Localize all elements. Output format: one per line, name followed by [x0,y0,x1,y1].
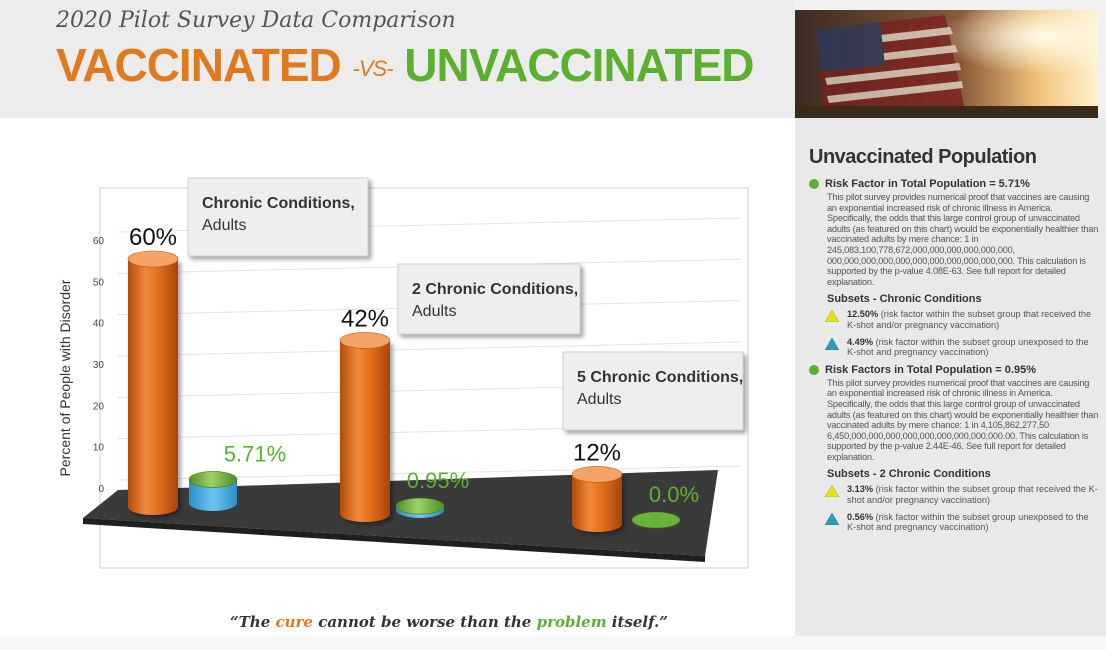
quote: “The cure cannot be worse than the probl… [230,613,668,631]
subset-2b-value: 0.56% [847,511,874,522]
risk-factor-2-text: This pilot survey provides numerical pro… [827,377,1099,462]
callout-title: Chronic Conditions, [202,195,355,212]
unvaccinated-subset-bar [189,479,237,511]
vaccinated-bar [128,259,178,515]
data-labels: 60% 42% 12% 5.71% 0.95% 0.0% [129,224,699,507]
quote-part-3: itself.” [606,613,668,631]
blue-triangle-icon [825,512,839,525]
vaccinated-bar-top [571,466,623,483]
chart-area: 0 10 20 30 40 50 60 Percent of People with Dis… [0,118,795,636]
vaccinated-bar [340,340,390,522]
y-axis-label: Percent of People with Disorder [57,279,73,476]
risk-factor-2-heading: Risk Factors in Total Population = 0.95% [809,364,1099,376]
subset-1a: 12.50% (risk factor within the subset gr… [825,309,1099,330]
callout-subtitle: Adults [577,391,621,408]
sidebar-body: Risk Factor in Total Population = 5.71% … [809,178,1099,539]
y-tick-label: 20 [93,401,105,412]
subset-2b: 0.56% (risk factor within the subset gro… [825,512,1099,533]
risk-factor-1-heading: Risk Factor in Total Population = 5.71% [809,178,1099,190]
unvaccinated-value-label: 0.95% [407,468,469,493]
green-bullet-icon [809,179,819,189]
vaccinated-bar-top [339,332,391,349]
y-tick-label: 30 [93,360,105,371]
unvaccinated-value-label: 5.71% [224,441,286,466]
header-band: 2020 Pilot Survey Data Comparison VACCIN… [0,0,795,118]
subset-2b-text: (risk factor within the subset group une… [847,511,1089,533]
subset-2a-text: (risk factor within the subset group tha… [847,484,1098,506]
callout-box [397,263,581,335]
callout-box [562,351,744,431]
yellow-triangle-icon [825,310,839,323]
bars [127,250,681,532]
vaccinated-value-label: 12% [573,439,621,466]
callout-box [187,177,369,257]
y-tick-label: 10 [93,443,105,454]
y-tick-label: 60 [93,236,105,247]
gridline [117,341,741,357]
quote-cure: cure [275,613,313,631]
subset-1b-text: (risk factor within the subset group une… [847,336,1089,358]
flag-photo [795,10,1098,118]
title-unvaccinated: UNVACCINATED [404,39,754,91]
chart-floor-edge [83,518,705,562]
blue-triangle-icon [825,337,839,350]
subset-1a-value: 12.50% [847,309,879,320]
quote-problem: problem [536,613,607,631]
y-axis: 0 10 20 30 40 50 60 [93,236,105,495]
unvaccinated-bar [631,511,681,529]
risk-factor-1-text: This pilot survey provides numerical pro… [827,192,1099,287]
title-vaccinated: VACCINATED [56,39,342,91]
y-tick-label: 0 [98,484,104,495]
title-vs: -VS- [352,55,394,81]
bar-chart: 0 10 20 30 40 50 60 Percent of People with Dis… [57,177,749,569]
subset-1b: 4.49% (risk factor within the subset gro… [825,337,1099,358]
callout-title: 5 Chronic Conditions, [577,369,743,386]
callout-subtitle: Adults [412,303,456,320]
callout-subtitle: Adults [202,217,246,234]
unvaccinated-bar-top [395,497,445,515]
subsets-1-heading: Subsets - Chronic Conditions [827,293,982,306]
subset-1a-text: (risk factor within the subset group tha… [847,309,1092,330]
subset-2a-value: 3.13% [847,484,874,495]
page-title: VACCINATED -VS- UNVACCINATED [56,38,754,92]
quote-part-1: “The [230,613,276,631]
callout-title: 2 Chronic Conditions, [412,281,578,298]
vaccinated-value-label: 42% [341,305,389,332]
sidebar-heading: Unvaccinated Population [809,146,1037,168]
callouts: Chronic Conditions, Adults 2 Chronic Condi… [187,177,744,431]
unvaccinated-bar-top [188,471,238,488]
survey-subtitle: 2020 Pilot Survey Data Comparison [56,8,456,33]
subset-1b-value: 4.49% [847,336,874,347]
risk-factor-2-title: Risk Factors in Total Population = 0.95% [825,363,1036,376]
subset-2a: 3.13% (risk factor within the subset gro… [825,484,1099,505]
yellow-triangle-icon [825,485,839,498]
vaccinated-bar-top [127,250,179,268]
risk-factor-1-title: Risk Factor in Total Population = 5.71% [825,178,1030,190]
y-tick-label: 40 [93,319,105,330]
vaccinated-bar [572,474,622,532]
unvaccinated-value-label: 0.0% [649,482,699,507]
green-bullet-icon [809,364,819,375]
sidebar: Unvaccinated Population Risk Factor in T… [795,118,1106,636]
y-tick-label: 50 [93,277,105,288]
footer-band [0,636,1106,650]
vaccinated-value-label: 60% [129,224,177,251]
subsets-2-heading: Subsets - 2 Chronic Conditions [827,468,991,481]
quote-part-2: cannot be worse than the [312,613,537,631]
